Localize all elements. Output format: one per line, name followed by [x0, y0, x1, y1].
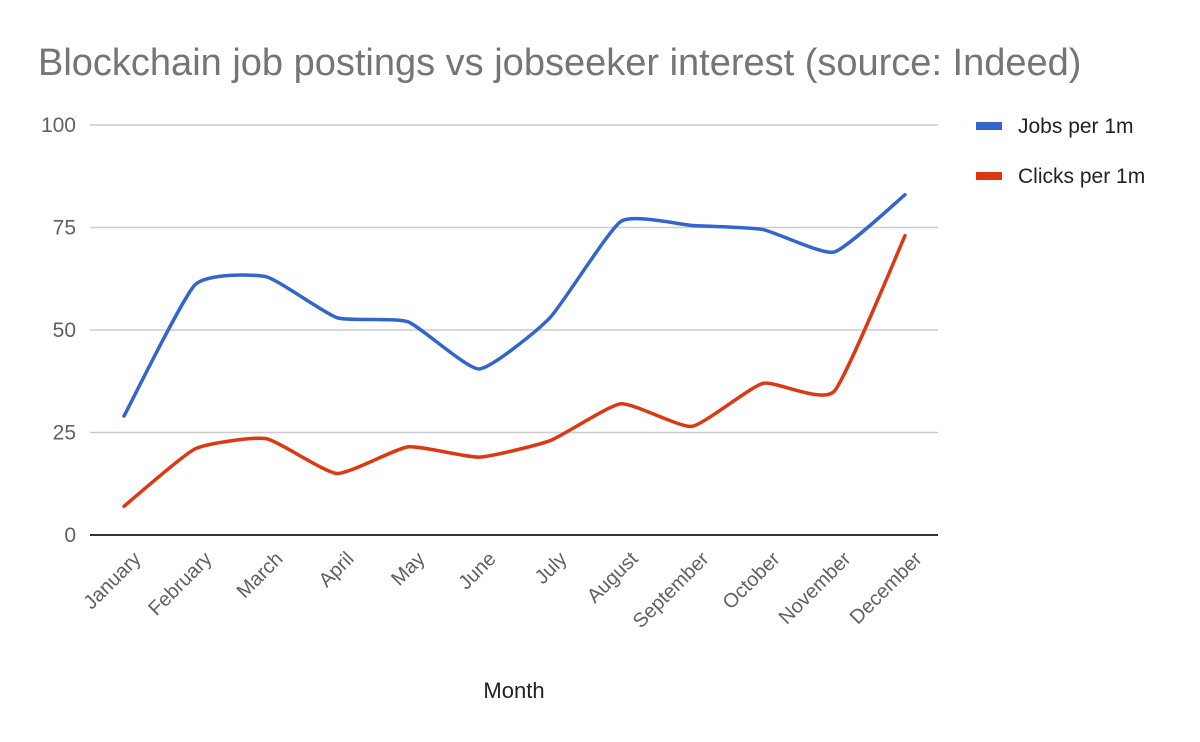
series-line-jobs — [122, 192, 907, 418]
legend-swatch — [976, 122, 1002, 130]
series-lines — [122, 192, 907, 509]
x-tick-label: January — [80, 548, 146, 614]
x-tick-label: November — [775, 548, 856, 629]
legend-label: Jobs per 1m — [1018, 115, 1134, 138]
x-tick-label: April — [315, 548, 359, 592]
x-tick-label: August — [583, 548, 643, 608]
x-tick-label: June — [454, 548, 500, 594]
gridlines — [90, 124, 938, 536]
y-tick-label: 75 — [53, 217, 76, 240]
series-line-clicks — [122, 233, 907, 509]
legend: Jobs per 1m Clicks per 1m — [976, 115, 1145, 188]
y-tick-label: 100 — [41, 114, 76, 137]
y-tick-label: 0 — [64, 524, 76, 547]
x-tick-label: July — [531, 548, 572, 589]
x-tick-label: March — [233, 548, 288, 603]
x-tick-label: May — [387, 548, 429, 590]
y-tick-label: 50 — [53, 319, 76, 342]
x-tick-label: December — [846, 548, 927, 629]
x-axis-label: Month — [483, 678, 544, 703]
y-tick-label: 25 — [53, 422, 76, 445]
chart-title: Blockchain job postings vs jobseeker int… — [38, 42, 1081, 84]
x-tick-label: October — [719, 548, 785, 614]
y-axis-ticks: 0 25 50 75 100 — [41, 114, 76, 547]
x-tick-label: September — [629, 548, 714, 633]
legend-label: Clicks per 1m — [1018, 165, 1145, 188]
x-tick-label: February — [144, 548, 216, 620]
legend-swatch — [976, 172, 1002, 180]
